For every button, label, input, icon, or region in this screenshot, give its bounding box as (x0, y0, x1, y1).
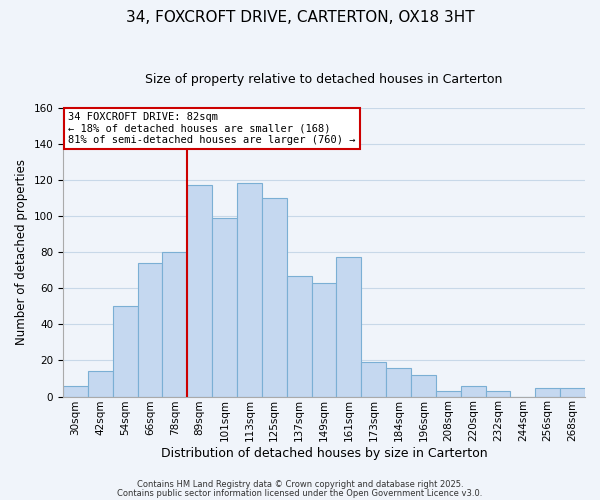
Bar (187, 185, 212, 396)
Bar (88, 372, 113, 396)
Bar (535, 388, 560, 396)
Bar (485, 391, 511, 396)
Bar (361, 362, 386, 396)
X-axis label: Distribution of detached houses by size in Carterton: Distribution of detached houses by size … (161, 447, 487, 460)
Bar (386, 368, 411, 396)
Text: 34, FOXCROFT DRIVE, CARTERTON, OX18 3HT: 34, FOXCROFT DRIVE, CARTERTON, OX18 3HT (125, 10, 475, 25)
Bar (113, 306, 137, 396)
Y-axis label: Number of detached properties: Number of detached properties (15, 159, 28, 345)
Text: Contains HM Land Registry data © Crown copyright and database right 2025.: Contains HM Land Registry data © Crown c… (137, 480, 463, 489)
Bar (436, 391, 461, 396)
Bar (461, 386, 485, 396)
Bar (262, 198, 287, 396)
Bar (311, 282, 337, 397)
Bar (237, 184, 262, 396)
Bar (63, 386, 88, 396)
Bar (163, 252, 187, 396)
Bar (287, 276, 311, 396)
Bar (137, 263, 163, 396)
Bar (560, 388, 585, 396)
Text: Contains public sector information licensed under the Open Government Licence v3: Contains public sector information licen… (118, 489, 482, 498)
Title: Size of property relative to detached houses in Carterton: Size of property relative to detached ho… (145, 72, 503, 86)
Bar (337, 258, 361, 396)
Bar (212, 218, 237, 396)
Bar (411, 375, 436, 396)
Text: 34 FOXCROFT DRIVE: 82sqm
← 18% of detached houses are smaller (168)
81% of semi-: 34 FOXCROFT DRIVE: 82sqm ← 18% of detach… (68, 112, 356, 145)
